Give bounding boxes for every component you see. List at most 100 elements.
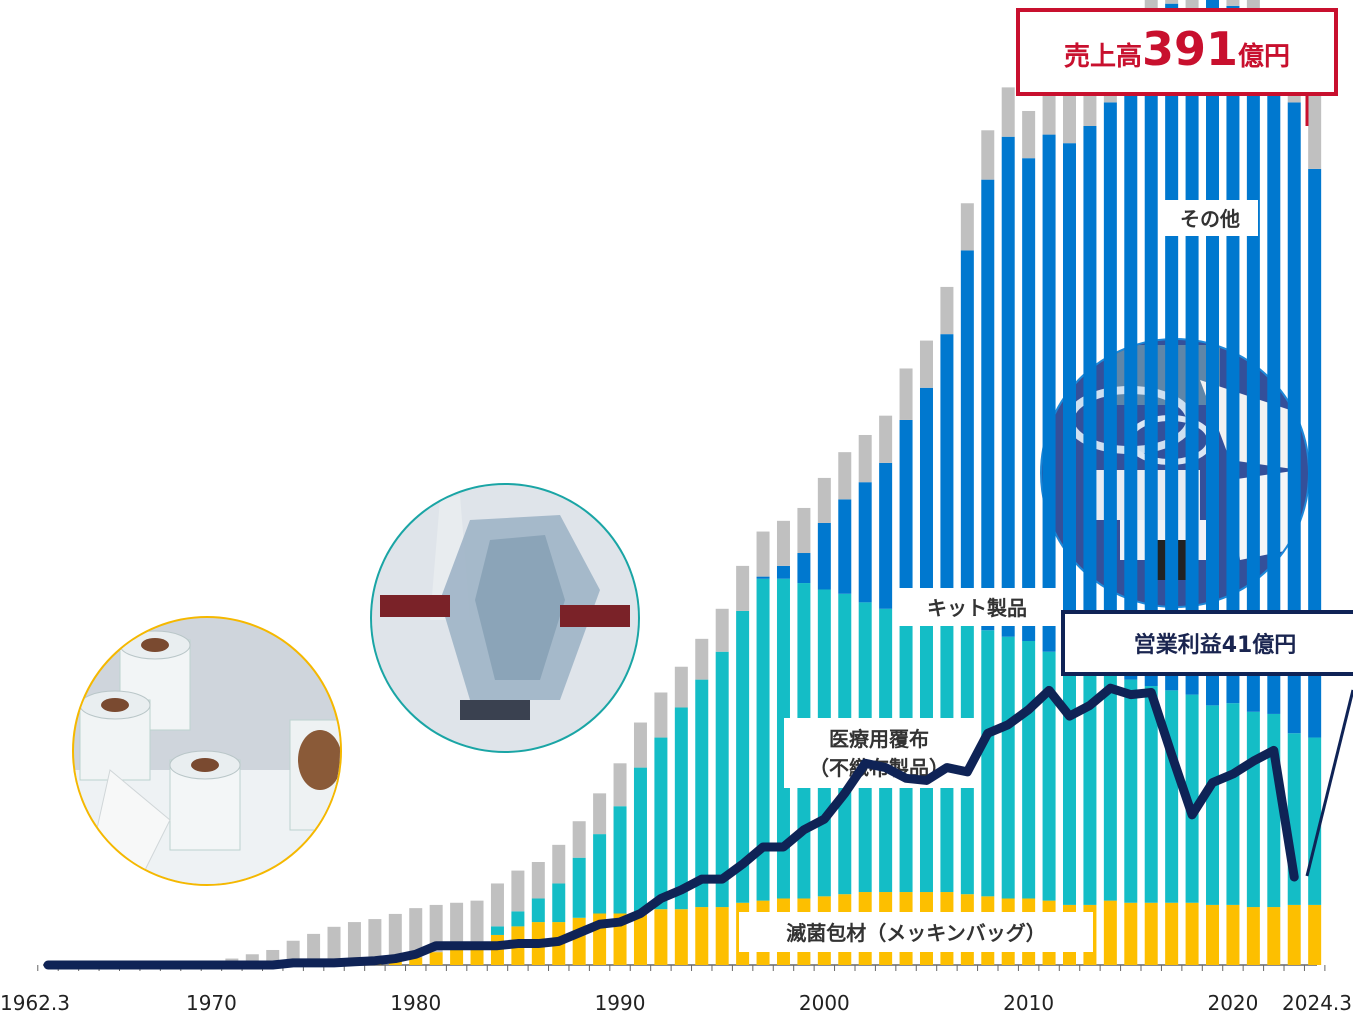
- bar-segment: [409, 908, 423, 958]
- bar-segment: [1103, 102, 1117, 674]
- bar-segment: [1287, 102, 1301, 734]
- bar-segment: [409, 957, 423, 965]
- bar-segment: [511, 911, 525, 927]
- bar-segment: [450, 947, 464, 965]
- bar-segment: [940, 334, 954, 620]
- bar-segment: [572, 917, 586, 965]
- bar-segment: [307, 933, 321, 964]
- label-other-text: その他: [1180, 207, 1240, 231]
- bar-segment: [1124, 679, 1138, 903]
- bar-segment: [899, 368, 913, 420]
- bar-segment: [1022, 158, 1036, 641]
- bar-segment: [1063, 143, 1076, 661]
- bar-segment: [1267, 78, 1281, 714]
- bar-segment: [1063, 95, 1076, 144]
- x-tick-label: 2010: [1003, 991, 1054, 1015]
- bar-segment: [1308, 168, 1322, 738]
- profit-callout: 営業利益41億円: [1061, 610, 1353, 877]
- bar-segment: [531, 862, 545, 899]
- x-tick-label: 1980: [390, 991, 441, 1015]
- bar-segment: [776, 520, 790, 566]
- bar-segment: [1063, 660, 1076, 905]
- bar-segment: [1144, 29, 1158, 687]
- bar-segment: [858, 482, 872, 603]
- label-bag-text: 滅菌包材（メッキンバッグ）: [786, 921, 1045, 945]
- bar-segment: [1001, 136, 1015, 637]
- bar-segment: [674, 707, 688, 910]
- bar-segment: [1267, 907, 1281, 965]
- bar-segment: [531, 898, 545, 923]
- bar-segment: [1308, 904, 1322, 965]
- bar-segment: [613, 806, 627, 914]
- label-kit-text: キット製品: [927, 596, 1027, 620]
- bar-segment: [981, 179, 995, 631]
- bar-segment: [715, 907, 729, 965]
- x-tick-label: 1970: [186, 991, 237, 1015]
- bar-segment: [450, 902, 464, 948]
- bar-segment: [695, 638, 709, 680]
- bar-segment: [981, 130, 995, 180]
- photo-surgical-drape: [370, 483, 640, 753]
- bar-segment: [327, 926, 341, 964]
- bar-segment: [654, 909, 668, 965]
- bar-segment: [1001, 87, 1015, 137]
- bar-segment: [776, 578, 790, 899]
- bar-segment: [388, 913, 402, 962]
- x-axis-ticks: [37, 965, 1326, 971]
- bar-segment: [593, 793, 607, 835]
- operating-profit-line: [43, 683, 1299, 970]
- label-drape-line1: 医療用覆布: [829, 727, 929, 751]
- bar-segment: [879, 462, 893, 609]
- bar-segment: [511, 870, 525, 912]
- bar-segment: [715, 651, 729, 908]
- bar-segment: [776, 565, 790, 579]
- bar-segment: [245, 954, 259, 965]
- label-kit: キット製品: [893, 588, 1061, 626]
- bar-segment: [490, 883, 504, 927]
- bar-segment: [940, 286, 954, 335]
- svg-text:売上高391億円: 売上高391億円: [1064, 22, 1290, 76]
- bar-segment: [1042, 87, 1056, 135]
- bar-segment: [981, 630, 995, 897]
- bar-segment: [817, 522, 831, 590]
- bar-segment: [1144, 686, 1158, 903]
- bar-segment: [756, 576, 770, 579]
- bar-segment: [858, 434, 872, 483]
- bar-segment: [1206, 904, 1220, 965]
- bar-segment: [960, 203, 974, 251]
- bar-segment: [1022, 640, 1036, 899]
- bar-segment: [654, 737, 668, 910]
- bar-segment: [715, 608, 729, 652]
- photo-sterilization-rolls: [72, 616, 342, 886]
- bar-segment: [879, 415, 893, 463]
- bar-segment: [919, 340, 933, 388]
- bar-segment: [1165, 690, 1179, 903]
- bar-segment: [1206, 705, 1220, 905]
- x-axis-labels: 1962.3 1970 1980 1990 2000 2010 2020 2024.3: [0, 991, 1352, 1015]
- bar-segment: [429, 952, 443, 965]
- bar-segment: [899, 419, 913, 614]
- bar-segment: [919, 387, 933, 616]
- bar-segment: [1022, 110, 1036, 159]
- bar-segment: [633, 911, 647, 965]
- bar-segment: [1185, 0, 1199, 8]
- bar-segment: [654, 692, 668, 738]
- sales-callout: 売上高391億円: [1016, 8, 1338, 126]
- bar-segment: [552, 883, 566, 923]
- bar-segment: [1226, 904, 1240, 965]
- bar-segment: [429, 904, 443, 953]
- bar-segment: [736, 610, 750, 903]
- bar-segment: [1144, 902, 1158, 965]
- sales-number: 391: [1142, 22, 1238, 76]
- sales-suffix: 億円: [1238, 42, 1290, 72]
- bar-segment: [572, 857, 586, 918]
- bar-segment: [613, 763, 627, 807]
- bar-segment: [593, 834, 607, 914]
- bar-segment: [838, 499, 852, 594]
- bar-segment: [1246, 711, 1260, 908]
- profit-callout-text: 営業利益41億円: [1134, 632, 1297, 658]
- bar-segment: [1042, 651, 1056, 901]
- bar-segment: [674, 666, 688, 708]
- x-tick-label: 1990: [595, 991, 646, 1015]
